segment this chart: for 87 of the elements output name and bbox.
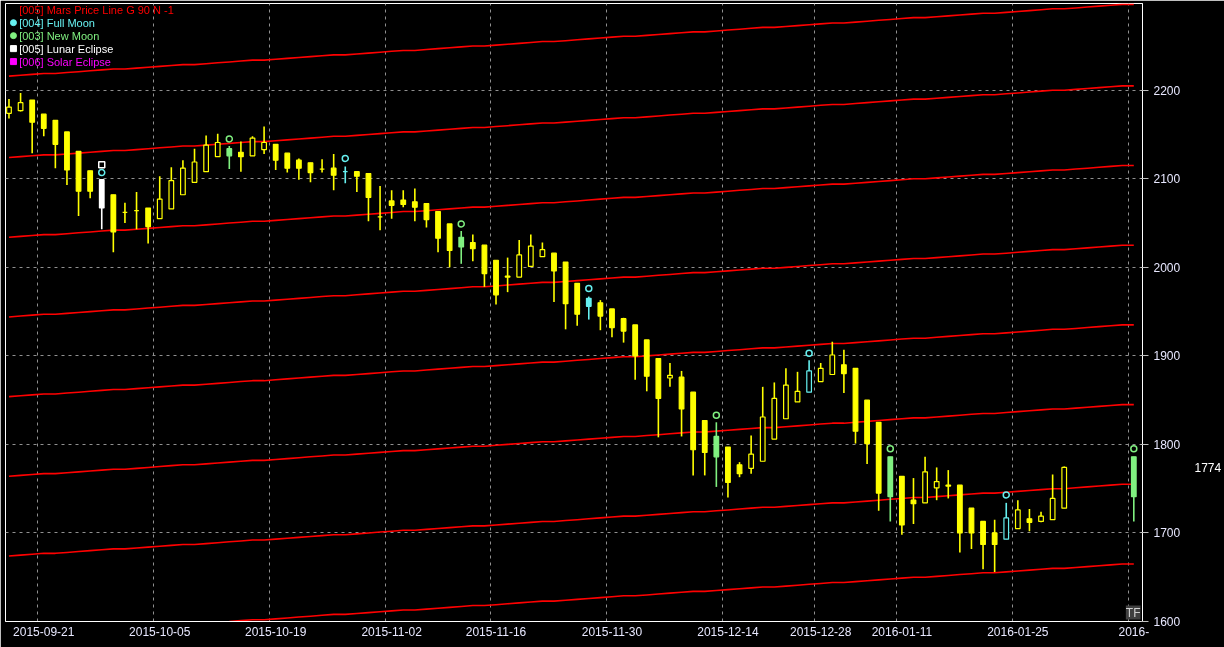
x-tick-label: 2016-01-11 [871, 624, 933, 639]
text: [005] Mars Price Line G 90 N -1 [19, 3, 174, 16]
candlestick [17, 92, 24, 113]
x-tick-label: 2015-10-05 [129, 624, 191, 639]
point [1130, 445, 1138, 453]
candlestick [667, 362, 673, 388]
candlestick [469, 233, 476, 262]
legend-label: [004] Full Moon [19, 16, 95, 29]
candlestick [156, 175, 163, 220]
candlestick [748, 434, 755, 475]
line-series [8, 324, 1135, 398]
candlestick [620, 317, 627, 344]
legend-label: [005] Lunar Eclipse [19, 42, 114, 55]
candlestick [840, 348, 847, 394]
candlestick [1049, 473, 1056, 521]
candlestick [817, 362, 824, 383]
point [341, 154, 350, 163]
candlestick [1014, 499, 1021, 530]
x-tick-label: 2015-11-02 [361, 624, 423, 639]
candlestick [713, 421, 720, 488]
point [712, 411, 721, 419]
x-tick-label: 2015-09-21 [13, 624, 75, 639]
x-tick-label: 2015-10-19 [245, 624, 307, 639]
candlestick [295, 157, 302, 181]
line-series [8, 403, 1135, 478]
point [886, 445, 895, 453]
candlestick [40, 113, 47, 138]
legend-label: [003] New Moon [19, 29, 100, 42]
candlestick [353, 170, 360, 193]
line-series [8, 244, 1135, 318]
candlestick [933, 466, 940, 501]
candlestick [52, 119, 59, 169]
candlestick [609, 308, 615, 339]
x-tick-label: 2015-12-14 [697, 624, 759, 639]
y-tick-label: 2000 [1153, 260, 1181, 275]
legend-label: [006] Solar Eclipse [19, 55, 111, 68]
candlestick [272, 143, 279, 171]
candlestick [29, 99, 36, 154]
candlestick [411, 187, 418, 223]
candlestick [458, 230, 465, 265]
point [98, 168, 106, 177]
point [98, 160, 106, 169]
y-tick-label: 2200 [1153, 83, 1181, 98]
candlestick [551, 252, 557, 303]
y-tick-label: 1900 [1153, 349, 1181, 364]
candlestick [261, 125, 268, 155]
candlestick [991, 518, 998, 573]
candlestick [980, 520, 986, 571]
candlestick [214, 132, 221, 158]
line-series [8, 85, 1135, 159]
y-tick-label: 1600 [1153, 615, 1181, 629]
candlestick [330, 153, 337, 192]
candlestick [237, 140, 244, 173]
candlestick [388, 189, 395, 220]
y-tick-label: 1800 [1153, 437, 1181, 452]
x-tick-label: 2015-11-30 [581, 624, 643, 639]
candlestick [365, 172, 372, 223]
point [225, 135, 234, 143]
y-tick-label: 1700 [1153, 526, 1181, 541]
candlestick [1003, 502, 1010, 540]
point [457, 220, 465, 228]
candlestick [945, 469, 952, 500]
candlestick [597, 299, 604, 332]
point [1002, 491, 1010, 499]
line-series [8, 3, 1135, 77]
candlestick [284, 152, 291, 174]
x-tick-label: 2015-11-16 [465, 624, 527, 639]
point [805, 349, 813, 357]
candlestick [527, 233, 534, 268]
candlestick [87, 170, 94, 200]
candlestick [423, 202, 430, 229]
candlestick [226, 145, 233, 170]
candlestick [145, 207, 152, 245]
y-tick-label: 2100 [1153, 172, 1181, 187]
candlestick [516, 239, 523, 278]
x-tick-label: 2016- [1118, 624, 1150, 639]
x-tick-label: 2016-01-25 [987, 624, 1049, 639]
x-tick-label: 2015-12-28 [790, 624, 852, 639]
candlestick [829, 340, 836, 376]
text: 1774 [1194, 460, 1222, 475]
candlestick [504, 256, 511, 293]
point [585, 284, 593, 293]
candlestick [585, 295, 592, 321]
candlestick [1026, 508, 1033, 532]
candlestick [806, 359, 813, 393]
line-series [8, 164, 1135, 239]
annotation: TF [1125, 605, 1141, 620]
